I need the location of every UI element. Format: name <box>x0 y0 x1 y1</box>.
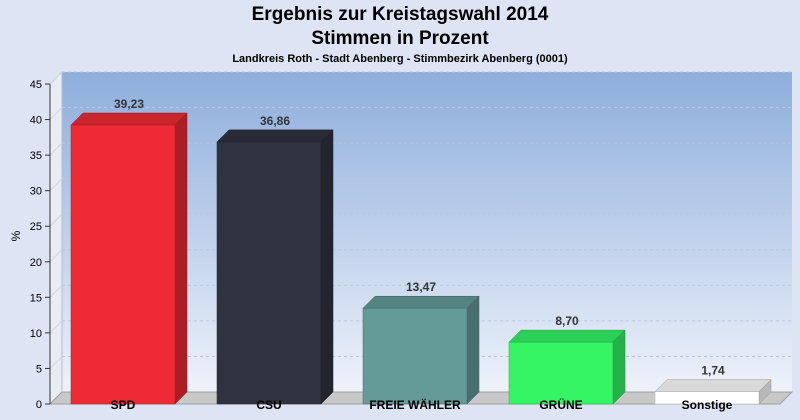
data-label: 36,86 <box>260 114 290 128</box>
bar-side <box>174 112 188 405</box>
y-axis-label: % <box>9 230 23 241</box>
data-label: 1,74 <box>701 364 725 378</box>
plot-left-wall <box>49 70 63 406</box>
data-label: 39,23 <box>114 97 144 111</box>
gridline-wall <box>49 284 63 298</box>
bar-top <box>508 329 626 343</box>
chart-title-line2: Stimmen in Prozent <box>311 28 489 49</box>
bar-side <box>466 295 480 405</box>
y-tick-label: 5 <box>36 363 42 375</box>
data-label: 8,70 <box>555 314 579 328</box>
gridline-wall <box>49 107 63 120</box>
y-tick-label: 20 <box>30 257 42 269</box>
y-tick-label: 45 <box>30 79 42 91</box>
gridline-wall <box>49 142 63 156</box>
bar <box>70 124 176 405</box>
gridline-wall <box>49 320 63 334</box>
bar-top <box>654 379 772 392</box>
gridline-wall <box>49 249 63 263</box>
bar <box>362 307 468 405</box>
x-tick-label: GRÜNE <box>539 397 582 412</box>
gridline-wall <box>49 213 63 227</box>
y-tick-label: 10 <box>30 328 42 340</box>
y-tick-label: 25 <box>30 221 42 233</box>
gridline-wall <box>49 71 63 85</box>
bar-top <box>362 295 480 309</box>
bar <box>654 391 760 405</box>
y-tick-label: 0 <box>36 399 42 411</box>
x-tick-label: FREIE WÄHLER <box>369 397 461 412</box>
bar <box>508 341 614 405</box>
gridline-wall <box>49 356 63 369</box>
chart-subtitle: Landkreis Roth - Stadt Abenberg - Stimmb… <box>232 53 568 65</box>
gridline-wall <box>49 178 63 192</box>
bar-side <box>612 329 626 405</box>
x-tick-label: CSU <box>256 398 281 412</box>
y-tick-label: 35 <box>30 150 42 162</box>
bar <box>216 141 322 405</box>
chart-title: Ergebnis zur Kreistagswahl 2014 <box>251 4 549 25</box>
bar-top <box>70 112 188 126</box>
y-tick-label: 30 <box>30 186 42 198</box>
bar-top <box>216 129 334 143</box>
data-label: 13,47 <box>406 280 436 294</box>
x-tick-label: SPD <box>111 398 136 412</box>
x-tick-label: Sonstige <box>682 398 733 412</box>
bar-side <box>320 129 334 405</box>
y-tick-label: 15 <box>30 292 42 304</box>
y-tick-label: 40 <box>30 115 42 127</box>
